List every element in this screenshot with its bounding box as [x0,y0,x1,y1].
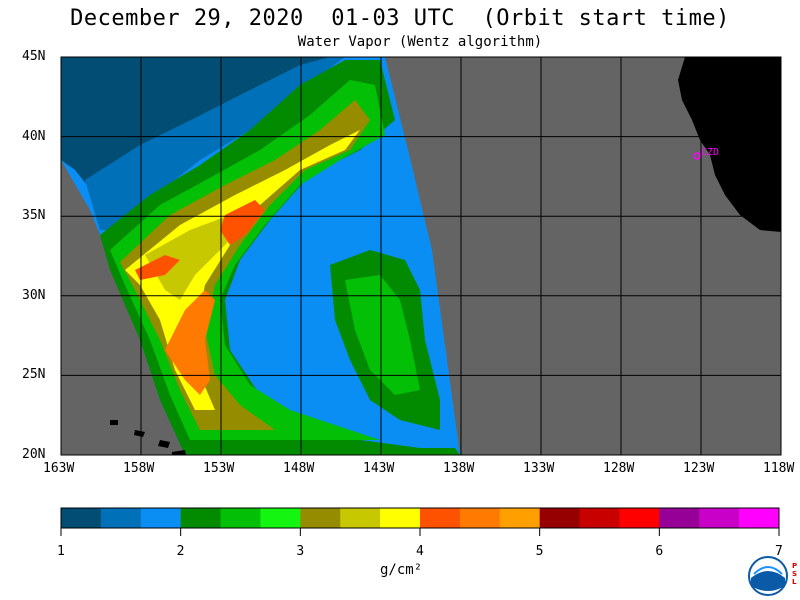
colorbar-tick-label: 7 [775,544,783,559]
colorbar-swatch [619,508,660,528]
colorbar-tick-label: 1 [57,544,65,559]
colorbar-tick-label: 3 [296,544,305,559]
lat-label: 40N [22,128,46,144]
colorbar-swatch [699,508,740,528]
map-title: December 29, 2020 01-03 UTC (Orbit start… [70,6,730,31]
colorbar-swatch [61,508,102,528]
map-frame [60,56,782,456]
orange-core-2 [135,255,180,280]
lon-label: 158W [123,461,155,476]
hawaii-island-1 [110,420,118,425]
colorbar-swatch [380,508,421,528]
lon-label: 163W [43,461,75,476]
colorbar-swatch [340,508,381,528]
colorbar-swatch [300,508,341,528]
lon-label: 148W [283,461,315,476]
lon-label: 128W [603,461,635,476]
lon-label: 133W [523,461,555,476]
hawaii-island-2 [134,430,145,437]
colorbar-unit: g/cm² [380,562,423,578]
lat-label: 30N [22,287,46,303]
lat-label: 25N [22,367,46,383]
colorbar-tick-label: 4 [416,544,424,559]
noaa-logo [748,556,788,596]
colorbar-swatch [420,508,461,528]
hawaii-island-4 [172,450,186,455]
city-marker-icon [693,152,701,160]
colorbar-swatch [180,508,222,528]
lime-east-cell [345,275,420,395]
lat-label: 35N [22,208,46,224]
colorbar-tick-label: 6 [655,544,664,559]
swath-mid-blue [85,57,345,230]
colorbar-swatch [100,508,142,528]
orange-core-1 [220,200,265,245]
swath-layer [61,57,460,455]
colorbar-swatch [539,508,581,528]
colorbar-swatch [260,508,301,528]
colorbar-tick-label: 2 [176,544,185,559]
colorbar-swatch [739,508,780,528]
lat-label: 20N [22,447,46,462]
city-marker-label: CZD [701,147,719,158]
hawaii-island-3 [158,440,170,448]
lon-label: 153W [203,461,235,476]
north-america-land [678,57,781,232]
lon-label: 143W [363,461,395,476]
colorbar-tick-label: 5 [535,544,544,559]
land-layer [110,57,781,455]
colorbar-swatch [220,508,261,528]
orange-core-3 [165,290,215,395]
lon-label: 123W [683,461,715,476]
colorbar-swatch [579,508,620,528]
colorbar [60,507,780,536]
colorbar-swatch [459,508,501,528]
colorbar-swatch [140,508,182,528]
colorbar-swatch [659,508,700,528]
lat-label: 45N [22,49,46,64]
gold-patch [145,215,245,300]
colorbar-swatch [499,508,541,528]
map-subtitle: Water Vapor (Wentz algorithm) [297,34,543,50]
lon-label: 138W [443,461,475,476]
lon-label: 118W [763,461,795,476]
